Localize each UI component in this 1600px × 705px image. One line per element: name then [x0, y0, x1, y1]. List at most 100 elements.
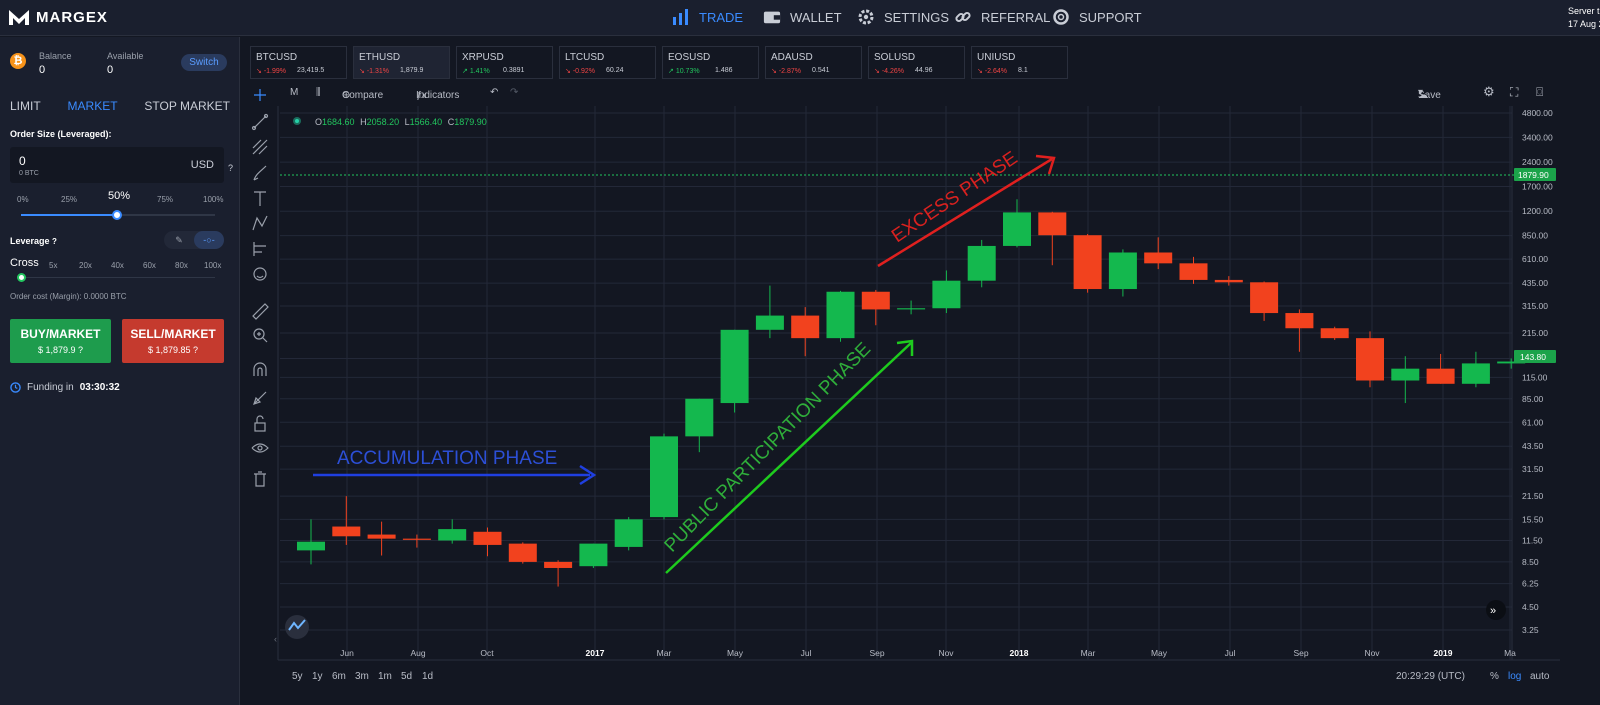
candle-type-icon[interactable]: ⫼: [316, 87, 321, 98]
candle[interactable]: [1003, 199, 1031, 248]
candle[interactable]: [1497, 358, 1526, 369]
slider-mode-icon[interactable]: -○-: [194, 231, 224, 249]
percent-0[interactable]: 0%: [17, 195, 29, 204]
timeframe-5d[interactable]: 5d: [401, 671, 413, 682]
timeframe-3m[interactable]: 3m: [355, 671, 369, 682]
unlock-icon[interactable]: [254, 415, 266, 432]
percent-75[interactable]: 75%: [157, 195, 174, 204]
sell-market-button[interactable]: SELL/MARKET $ 1,879.85 ?: [122, 319, 224, 363]
leverage-slider[interactable]: [21, 277, 215, 278]
candle[interactable]: [1461, 351, 1490, 388]
ticker-solusd[interactable]: SOLUSD ↘ -4.26% 44.96: [868, 46, 965, 79]
ruler-icon[interactable]: [252, 303, 269, 320]
candle[interactable]: [508, 542, 537, 564]
percent-50[interactable]: 50%: [108, 190, 131, 202]
leverage-slider-knob[interactable]: [17, 273, 26, 282]
pencil-icon[interactable]: ✎: [175, 235, 183, 245]
candle[interactable]: [932, 270, 961, 314]
timeframe-5y[interactable]: 5y: [292, 671, 303, 682]
time-axis[interactable]: Jun Aug Oct 2017 Mar May Jul Sep Nov 2018 Mar May Ju…: [340, 648, 1516, 658]
candle[interactable]: [438, 519, 467, 544]
nav-trade[interactable]: TRADE: [672, 9, 743, 25]
candle[interactable]: [1073, 233, 1102, 293]
nav-support[interactable]: SUPPORT: [1052, 9, 1142, 25]
zoom-icon[interactable]: [253, 328, 268, 343]
brand-logo[interactable]: MARGEX: [8, 8, 108, 26]
candle[interactable]: [1214, 276, 1243, 286]
undo-icon[interactable]: ↶: [490, 87, 499, 98]
leverage-help-icon[interactable]: ?: [52, 237, 57, 246]
timeframe-1m[interactable]: 1m: [378, 671, 392, 682]
candle[interactable]: [1320, 326, 1349, 340]
scroll-to-realtime-button[interactable]: [1486, 600, 1506, 620]
tab-market[interactable]: MARKET: [67, 99, 118, 113]
candle[interactable]: [367, 521, 396, 556]
percent-100[interactable]: 100%: [203, 195, 224, 204]
candle[interactable]: [1108, 249, 1137, 297]
leverage-20x[interactable]: 20x: [79, 261, 92, 270]
sell-help-icon[interactable]: ?: [193, 345, 199, 355]
price-axis[interactable]: 4800.00 3400.00 2400.00 1700.00 1200.00 850.0…: [1511, 106, 1553, 660]
buy-help-icon[interactable]: ?: [78, 345, 84, 355]
leverage-80x[interactable]: 80x: [175, 261, 188, 270]
brush-icon[interactable]: [253, 165, 267, 181]
candle[interactable]: [650, 433, 678, 520]
emoji-icon[interactable]: [253, 267, 267, 281]
leverage-mode-toggle[interactable]: ✎ -○-: [164, 231, 224, 249]
order-size-help-icon[interactable]: ?: [228, 163, 234, 173]
candle[interactable]: [1250, 281, 1279, 321]
candle[interactable]: [755, 285, 784, 339]
ticker-xrpusd[interactable]: XRPUSD ↗ 1.41% 0.3891: [456, 46, 553, 79]
log-scale-toggle[interactable]: log: [1508, 671, 1522, 682]
margin-mode[interactable]: Cross: [10, 257, 39, 269]
trash-icon[interactable]: [254, 471, 266, 487]
eye-icon[interactable]: [251, 443, 269, 453]
trendline-icon[interactable]: [251, 113, 269, 131]
camera-icon[interactable]: ⌼: [1536, 85, 1544, 99]
candle[interactable]: [861, 289, 890, 326]
candle[interactable]: [614, 517, 643, 551]
nav-referral[interactable]: REFERRAL: [954, 9, 1050, 25]
candle[interactable]: [1356, 331, 1384, 388]
candle[interactable]: [1285, 309, 1314, 352]
order-size-slider-knob[interactable]: [112, 210, 122, 220]
pattern-icon[interactable]: [252, 215, 268, 231]
percent-scale-toggle[interactable]: %: [1490, 671, 1499, 682]
candle[interactable]: [332, 496, 361, 545]
candle[interactable]: [1179, 256, 1208, 284]
save-button[interactable]: ☁ Save ▾: [1418, 87, 1441, 101]
candle[interactable]: [791, 307, 820, 357]
ticker-ethusd[interactable]: ETHUSD ↘ -1.31% 1,879.9: [353, 46, 450, 79]
crosshair-icon[interactable]: [254, 89, 266, 101]
nav-wallet[interactable]: WALLET: [763, 9, 842, 25]
candle[interactable]: [1038, 211, 1067, 266]
collapse-panel-icon[interactable]: ‹: [274, 634, 277, 644]
ticker-eosusd[interactable]: EOSUSD ↗ 10.73% 1.486: [662, 46, 759, 79]
ticker-ltcusd[interactable]: LTCUSD ↘ -0.92% 60.24: [559, 46, 656, 79]
tab-limit[interactable]: LIMIT: [10, 99, 41, 113]
candle[interactable]: [967, 239, 996, 288]
candle[interactable]: [579, 543, 608, 568]
candle[interactable]: [297, 519, 325, 565]
candle[interactable]: [897, 300, 926, 315]
timeframe-1d[interactable]: 1d: [422, 671, 434, 682]
leverage-60x[interactable]: 60x: [143, 261, 156, 270]
percent-25[interactable]: 25%: [61, 195, 78, 204]
interval-button[interactable]: M: [290, 87, 299, 98]
order-size-input[interactable]: 0 0 BTC USD: [10, 147, 224, 183]
candle[interactable]: [685, 398, 714, 453]
timeframe-1y[interactable]: 1y: [312, 671, 323, 682]
fullscreen-icon[interactable]: ⛶: [1510, 85, 1519, 99]
ticker-btcusd[interactable]: BTCUSD ↘ -1.99% 23,419.5: [250, 46, 347, 79]
tab-stop-market[interactable]: STOP MARKET: [144, 99, 230, 113]
leverage-5x[interactable]: 5x: [49, 261, 58, 270]
nav-settings[interactable]: SETTINGS: [857, 9, 949, 25]
ticker-adausd[interactable]: ADAUSD ↘ -2.87% 0.541: [765, 46, 862, 79]
buy-market-button[interactable]: BUY/MARKET $ 1,879.9 ?: [10, 319, 111, 363]
candle[interactable]: [544, 560, 573, 587]
ticker-uniusd[interactable]: UNIUSD ↘ -2.64% 8.1: [971, 46, 1068, 79]
timeframe-6m[interactable]: 6m: [332, 671, 346, 682]
candle[interactable]: [1391, 356, 1420, 404]
candle[interactable]: [402, 534, 431, 548]
